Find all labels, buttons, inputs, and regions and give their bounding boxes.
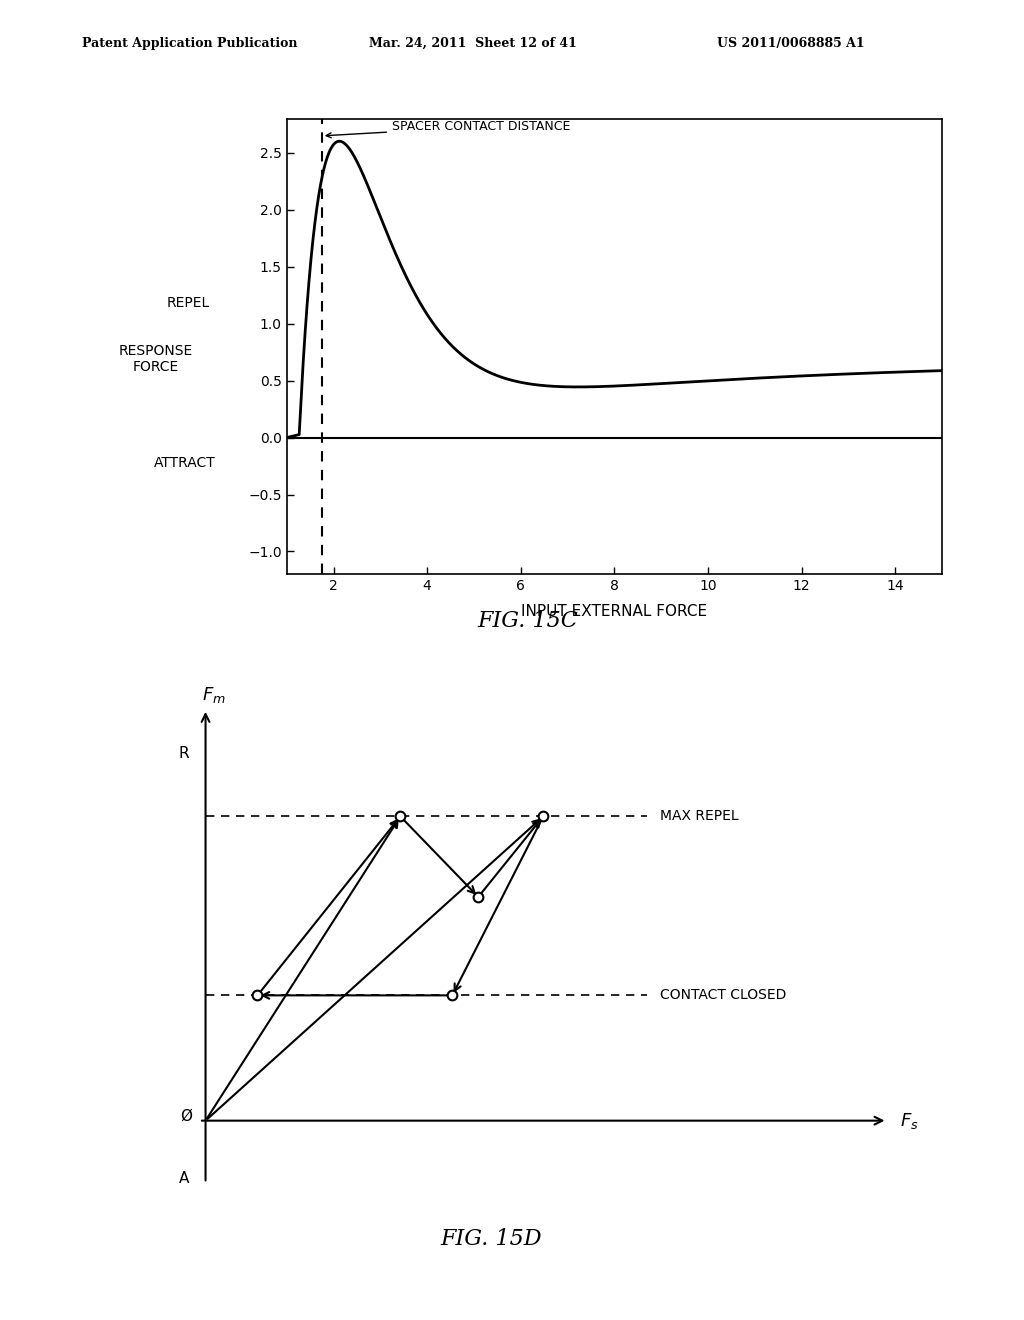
Text: RESPONSE: RESPONSE bbox=[119, 345, 193, 358]
Text: US 2011/0068885 A1: US 2011/0068885 A1 bbox=[717, 37, 864, 50]
Text: FORCE: FORCE bbox=[132, 360, 179, 374]
Text: REPEL: REPEL bbox=[167, 296, 210, 310]
Text: $F_s$: $F_s$ bbox=[900, 1110, 919, 1131]
X-axis label: INPUT EXTERNAL FORCE: INPUT EXTERNAL FORCE bbox=[521, 605, 708, 619]
Text: R: R bbox=[179, 746, 189, 762]
Text: MAX REPEL: MAX REPEL bbox=[660, 809, 738, 824]
Text: Mar. 24, 2011  Sheet 12 of 41: Mar. 24, 2011 Sheet 12 of 41 bbox=[369, 37, 577, 50]
Text: Ø: Ø bbox=[180, 1109, 193, 1123]
Text: Patent Application Publication: Patent Application Publication bbox=[82, 37, 297, 50]
Text: FIG. 15C: FIG. 15C bbox=[477, 610, 578, 632]
Text: A: A bbox=[179, 1171, 189, 1187]
Text: FIG. 15D: FIG. 15D bbox=[440, 1228, 543, 1250]
Text: $F_m$: $F_m$ bbox=[203, 685, 226, 705]
Text: SPACER CONTACT DISTANCE: SPACER CONTACT DISTANCE bbox=[327, 120, 570, 137]
Text: ATTRACT: ATTRACT bbox=[155, 455, 216, 470]
Text: CONTACT CLOSED: CONTACT CLOSED bbox=[660, 989, 786, 1002]
